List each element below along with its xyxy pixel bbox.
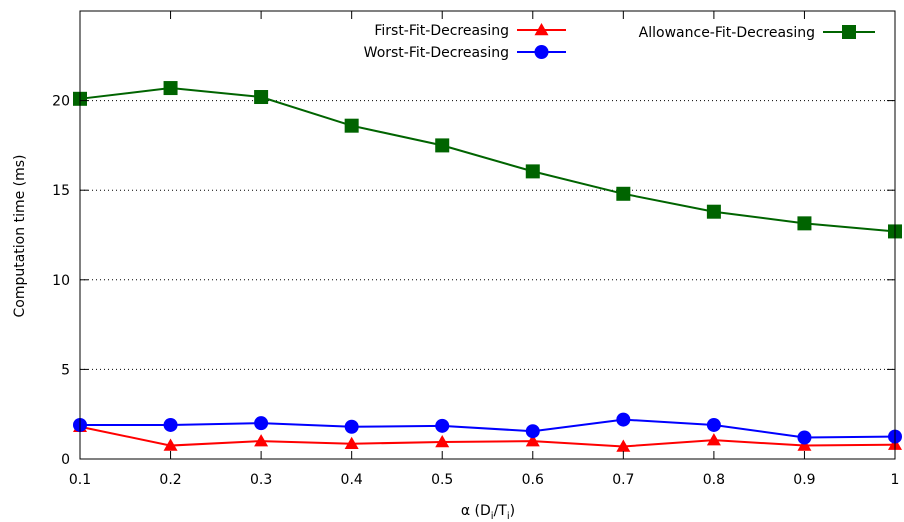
data-point	[525, 164, 540, 179]
x-tick-label: 0.7	[612, 472, 634, 488]
legend-marker	[534, 45, 549, 59]
legend-entry: First-Fit-Decreasing	[374, 23, 566, 39]
x-tick-label: 0.5	[431, 472, 453, 488]
series-line	[79, 87, 896, 233]
data-point	[254, 434, 269, 447]
x-tick-label: 0.4	[341, 472, 363, 488]
data-point	[435, 138, 450, 153]
data-point	[706, 433, 721, 446]
x-tick-label: 0.8	[703, 472, 725, 488]
series-line	[79, 425, 896, 448]
data-point	[706, 204, 721, 219]
data-point	[435, 434, 450, 448]
data-point	[344, 436, 359, 450]
data-point	[163, 438, 178, 451]
data-point	[344, 419, 359, 434]
series-line	[80, 418, 896, 439]
data-point	[797, 430, 812, 445]
data-point	[344, 118, 359, 133]
data-point	[616, 186, 631, 201]
data-point	[435, 418, 450, 433]
data-point	[706, 417, 721, 432]
legend-entry: Worst-Fit-Decreasing	[364, 45, 566, 61]
x-tick-label: 1	[891, 472, 900, 488]
series-circle	[73, 412, 902, 445]
grid-lines	[80, 100, 895, 370]
series-square	[73, 81, 902, 239]
plot-frame	[79, 10, 896, 460]
data-point	[163, 417, 178, 432]
data-point	[163, 81, 178, 96]
x-tick-label: 0.6	[522, 472, 544, 488]
y-tick-label: 20	[52, 94, 70, 110]
data-point	[254, 90, 269, 105]
data-point	[797, 438, 812, 451]
data-point	[525, 424, 540, 439]
data-point	[797, 216, 812, 231]
data-point	[616, 412, 631, 427]
y-tick-label: 15	[52, 183, 70, 199]
legend-marker	[534, 23, 549, 36]
data-point	[525, 434, 540, 447]
y-tick-label: 0	[61, 452, 70, 468]
legend-label: Allowance-Fit-Decreasing	[639, 25, 815, 41]
y-axis-label: Computation time (ms)	[12, 154, 28, 317]
y-tick-label: 5	[61, 362, 70, 378]
y-tick-label: 10	[52, 273, 70, 289]
x-tick-label: 0.3	[250, 472, 272, 488]
x-axis-label: α (Di/Ti)	[461, 503, 515, 522]
data-point	[254, 416, 269, 431]
data-point	[616, 439, 631, 452]
legend-marker	[842, 25, 856, 39]
legend-label: Worst-Fit-Decreasing	[364, 45, 509, 61]
legend-label: First-Fit-Decreasing	[374, 23, 509, 39]
axis-ticks: 0 5 10 15 20 0.1 0.2 0.3 0.4 0.5 0.6 0.7 0.8 0.9 1	[52, 11, 899, 488]
series-layer	[73, 81, 902, 452]
legend: First-Fit-Decreasing Worst-Fit-Decreasing…	[364, 23, 875, 61]
legend-entry: Allowance-Fit-Decreasing	[639, 25, 875, 41]
x-tick-label: 0.1	[69, 472, 91, 488]
x-tick-label: 0.9	[793, 472, 815, 488]
x-tick-label: 0.2	[159, 472, 181, 488]
